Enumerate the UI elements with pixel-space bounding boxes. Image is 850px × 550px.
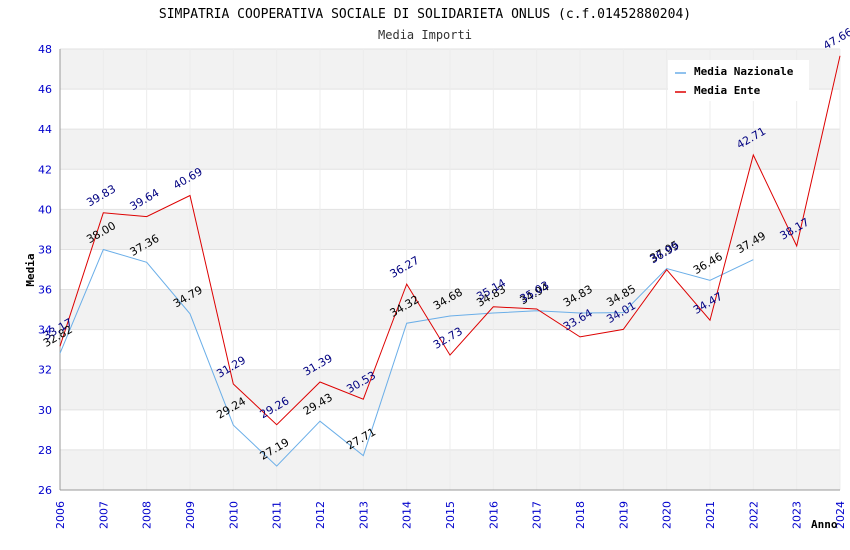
x-tick-labels: 2006 2007 2008 2009 2010 2011 2012 2013 2014 2015… [54, 501, 847, 529]
y-tick-label: 46 [38, 83, 52, 96]
series-line-media-nazionale [59, 248, 754, 467]
chart-subtitle: Media Importi [378, 28, 472, 42]
x-tick-label: 2014 [401, 501, 414, 529]
y-tick-label: 28 [38, 444, 52, 457]
y-tick-label: 32 [38, 364, 52, 377]
x-tick-label: 2006 [54, 501, 67, 529]
x-tick-label: 2010 [227, 501, 240, 529]
x-tick-label: 2022 [747, 501, 760, 529]
axes [59, 49, 840, 491]
legend: Media Nazionale Media Ente [668, 60, 809, 101]
x-tick-label: 2007 [97, 501, 110, 529]
x-tick-label: 2024 [834, 501, 847, 529]
legend-label-media-nazionale: Media Nazionale [694, 65, 794, 78]
x-tick-label: 2013 [357, 501, 370, 529]
x-tick-label: 2019 [617, 501, 630, 529]
x-tick-label: 2015 [444, 501, 457, 529]
x-tick-label: 2012 [314, 501, 327, 529]
y-tick-label: 40 [38, 203, 52, 216]
x-tick-label: 2021 [704, 501, 717, 529]
y-tick-label: 42 [38, 163, 52, 176]
y-tick-label: 38 [38, 243, 52, 256]
data-label-nazionale: 27.71 [344, 425, 378, 452]
y-tick-label: 30 [38, 404, 52, 417]
y-tick-label: 26 [38, 484, 52, 497]
x-tick-label: 2008 [141, 501, 154, 529]
x-axis-title: Anno [811, 518, 838, 531]
x-tick-label: 2016 [487, 501, 500, 529]
data-label-ente: 47.66 [821, 25, 850, 52]
x-tick-label: 2018 [574, 501, 587, 529]
data-label-ente: 39.83 [84, 182, 118, 209]
x-tick-label: 2009 [184, 501, 197, 529]
y-axis-title: Media [24, 253, 37, 286]
x-tick-label: 2017 [531, 501, 544, 529]
y-tick-labels: 26 28 30 32 34 36 38 40 42 44 46 48 [38, 43, 52, 497]
data-label-ente: 36.27 [388, 254, 422, 281]
y-tick-label: 48 [38, 43, 52, 56]
legend-label-media-ente: Media Ente [694, 84, 761, 97]
x-tick-label: 2023 [791, 501, 804, 529]
y-tick-label: 44 [38, 123, 52, 136]
series-line-media-ente [59, 55, 841, 426]
data-label-nazionale: 36.46 [691, 250, 725, 277]
legend-box [668, 60, 809, 101]
y-tick-label: 36 [38, 284, 52, 297]
x-tick-label: 2011 [271, 501, 284, 529]
x-tick-label: 2020 [661, 501, 674, 529]
series-lines [59, 55, 841, 467]
y-tick-label: 34 [38, 324, 52, 337]
chart-title: SIMPATRIA COOPERATIVA SOCIALE DI SOLIDAR… [159, 7, 691, 22]
